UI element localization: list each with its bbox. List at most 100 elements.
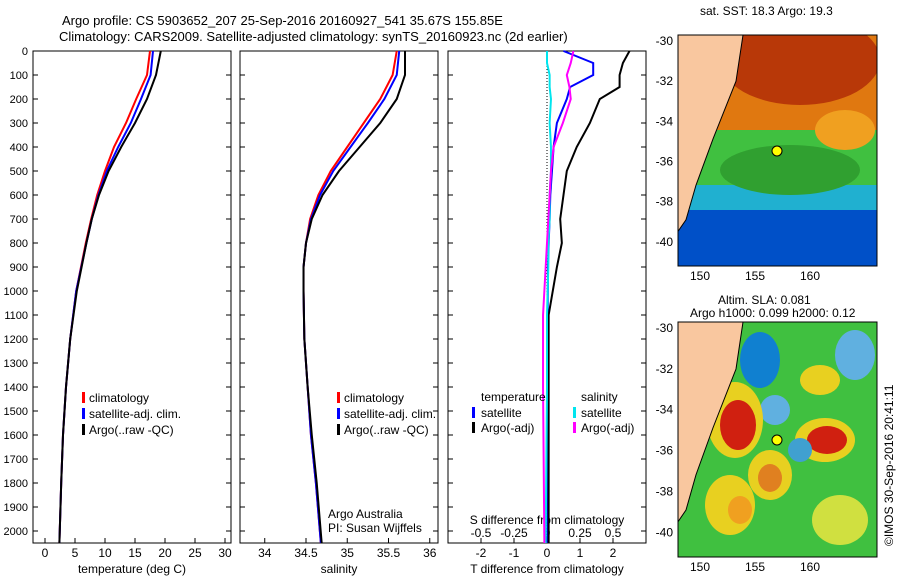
x-axis-label: T difference from climatology bbox=[470, 562, 624, 576]
y-tick-label: 1800 bbox=[4, 478, 28, 490]
legend-swatch bbox=[337, 408, 340, 419]
legend-entry: satellite bbox=[581, 406, 622, 420]
y-tick-label: 2000 bbox=[4, 526, 28, 538]
legend-entry: Argo(-adj) bbox=[581, 421, 634, 435]
pi-name: PI: Susan Wijffels bbox=[328, 521, 422, 535]
map-y-tick-label: -32 bbox=[656, 74, 674, 88]
argo-float-marker bbox=[771, 434, 783, 446]
series-line-1 bbox=[302, 50, 401, 544]
series-line-2 bbox=[302, 51, 406, 544]
sla-anomaly bbox=[728, 496, 752, 524]
y-tick-label: 200 bbox=[10, 94, 28, 106]
map-y-tick-label: -40 bbox=[656, 235, 674, 249]
sla-anomaly bbox=[807, 426, 847, 454]
x-tick-label: 0 bbox=[544, 546, 551, 560]
map2-title2: Argo h1000: 0.099 h2000: 0.12 bbox=[690, 306, 856, 320]
map-y-tick-label: -34 bbox=[656, 114, 674, 128]
y-tick-label: 100 bbox=[10, 70, 28, 82]
y-tick-label: 900 bbox=[10, 262, 28, 274]
y-tick-label: 300 bbox=[10, 118, 28, 130]
y-tick-label: 500 bbox=[10, 166, 28, 178]
x2-tick-label: -0.5 bbox=[471, 526, 492, 540]
y-tick-label: 700 bbox=[10, 214, 28, 226]
sla-anomaly bbox=[758, 464, 782, 492]
map-y-tick-label: -38 bbox=[656, 195, 674, 209]
sea bbox=[815, 110, 875, 150]
legend-swatch bbox=[573, 407, 576, 418]
diff-line-1 bbox=[547, 50, 631, 543]
x-tick-label: -1 bbox=[509, 546, 520, 560]
map1-title: sat. SST: 18.3 Argo: 19.3 bbox=[700, 4, 833, 18]
title-line2: Climatology: CARS2009. Satellite-adjuste… bbox=[59, 29, 568, 44]
argo-float-marker bbox=[771, 145, 783, 157]
map-x-tick-label: 155 bbox=[745, 269, 765, 283]
imos-stamp: ©IMOS 30-Sep-2016 20:41:11 bbox=[882, 384, 896, 546]
y-tick-label: 1300 bbox=[4, 358, 28, 370]
legend-entry: Argo(..raw -QC) bbox=[89, 423, 174, 437]
map-frame bbox=[677, 321, 878, 558]
title-line1: Argo profile: CS 5903652_207 25-Sep-2016… bbox=[62, 13, 503, 28]
sea bbox=[720, 145, 860, 195]
y-tick-label: 1400 bbox=[4, 382, 28, 394]
legend-entry: climatology bbox=[89, 391, 149, 405]
y-tick-label: 1100 bbox=[4, 310, 28, 322]
legend-entry: satellite-adj. clim. bbox=[344, 407, 436, 421]
x-tick-label: 0 bbox=[42, 546, 49, 560]
sla-anomaly bbox=[760, 395, 790, 425]
diff-line-0 bbox=[546, 50, 595, 543]
warm-core bbox=[720, 35, 877, 105]
legend-swatch bbox=[82, 424, 85, 435]
sla-anomaly bbox=[720, 400, 756, 450]
panel-frame-1 bbox=[239, 50, 439, 544]
map-body bbox=[678, 322, 877, 557]
y-tick-label: 1200 bbox=[4, 334, 28, 346]
legend-title: temperature bbox=[481, 390, 546, 404]
series-line-2 bbox=[58, 50, 162, 544]
x-tick-label: 34.5 bbox=[294, 546, 318, 560]
legend-swatch bbox=[82, 408, 85, 419]
map-1 bbox=[677, 34, 878, 267]
map-y-tick-label: -36 bbox=[656, 155, 674, 169]
y-tick-label: 1000 bbox=[4, 286, 28, 298]
y-tick-label: 1700 bbox=[4, 454, 28, 466]
x-tick-label: 1 bbox=[577, 546, 584, 560]
x-tick-label: 2 bbox=[610, 546, 617, 560]
sla-anomaly bbox=[740, 332, 780, 388]
x2-tick-label: -0.25 bbox=[500, 526, 528, 540]
y-tick-label: 400 bbox=[10, 142, 28, 154]
sla-anomaly bbox=[788, 438, 812, 462]
y-tick-label: 1900 bbox=[4, 502, 28, 514]
legend-entry: Argo(..raw -QC) bbox=[344, 423, 429, 437]
x-tick-label: 15 bbox=[128, 546, 142, 560]
series-line-1 bbox=[58, 50, 154, 544]
map-y-tick-label: -38 bbox=[656, 484, 674, 498]
land-australia bbox=[678, 322, 744, 523]
x-tick-label: 20 bbox=[158, 546, 172, 560]
map-y-tick-label: -40 bbox=[656, 525, 674, 539]
legend-entry: satellite-adj. clim. bbox=[89, 407, 181, 421]
sla-anomaly bbox=[812, 495, 868, 545]
credit: Argo Australia bbox=[328, 507, 403, 521]
map-x-tick-label: 150 bbox=[690, 269, 710, 283]
y-tick-label: 1600 bbox=[4, 430, 28, 442]
map-frame bbox=[677, 34, 878, 267]
y-tick-label: 600 bbox=[10, 190, 28, 202]
x-tick-label: 36 bbox=[423, 546, 437, 560]
map-x-tick-label: 160 bbox=[800, 269, 820, 283]
sla-anomaly bbox=[835, 330, 875, 380]
land-australia bbox=[678, 35, 744, 233]
x-tick-label: 30 bbox=[218, 546, 232, 560]
panel-frame-0 bbox=[32, 50, 232, 544]
series-line-0 bbox=[302, 50, 398, 544]
map-x-tick-label: 160 bbox=[800, 560, 820, 574]
series-line-0 bbox=[58, 50, 151, 544]
map-y-tick-label: -30 bbox=[656, 321, 674, 335]
map-2 bbox=[677, 321, 878, 558]
x-tick-label: 35.5 bbox=[377, 546, 401, 560]
map-y-tick-label: -30 bbox=[656, 34, 674, 48]
map-x-tick-label: 155 bbox=[745, 560, 765, 574]
map-x-tick-label: 150 bbox=[690, 560, 710, 574]
legend-swatch bbox=[337, 392, 340, 403]
x-tick-label: -2 bbox=[476, 546, 487, 560]
legend-swatch bbox=[472, 422, 475, 433]
